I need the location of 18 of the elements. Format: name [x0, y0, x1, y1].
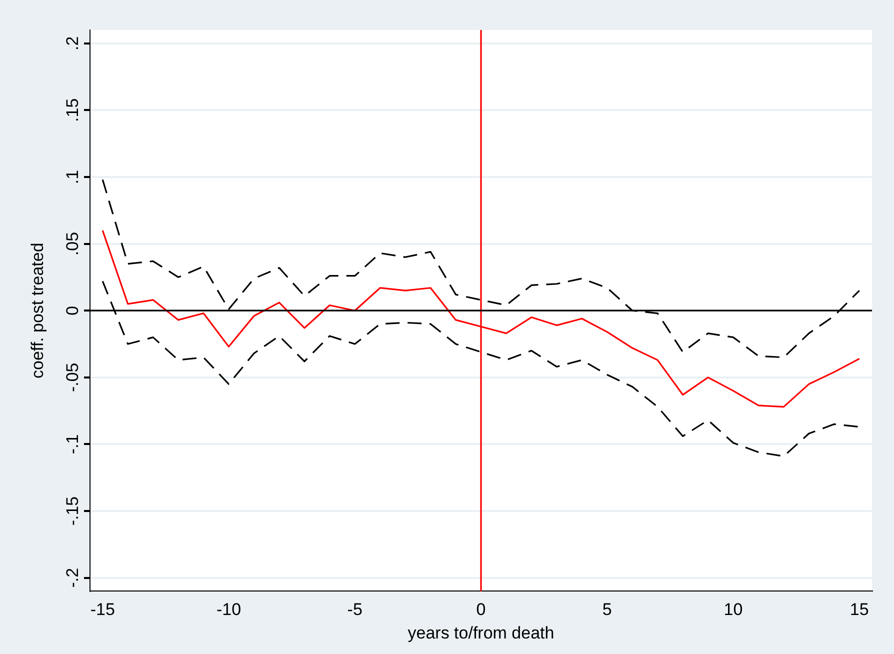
y-axis-title: coeff. post treated: [28, 242, 47, 378]
y-tick-label: .15: [63, 98, 82, 122]
x-tick-label: -5: [347, 600, 362, 620]
x-tick-label: -15: [90, 600, 115, 620]
x-tick-label: 15: [850, 600, 869, 620]
x-tick-label: 0: [476, 600, 486, 620]
x-tick-label: -10: [216, 600, 242, 620]
y-tick-label: .05: [63, 232, 82, 256]
y-tick-label: -.2: [63, 568, 82, 588]
x-axis-title: years to/from death: [408, 623, 554, 642]
x-tick-label: 5: [602, 600, 612, 620]
y-tick-label: -.15: [63, 496, 82, 526]
y-tick-label: .2: [63, 36, 82, 50]
y-tick-label: -.05: [63, 362, 82, 392]
y-tick-label: .1: [63, 170, 82, 184]
x-tick-label: 10: [724, 600, 743, 620]
y-tick-label: 0: [63, 306, 82, 316]
y-tick-label: -.1: [63, 434, 82, 454]
